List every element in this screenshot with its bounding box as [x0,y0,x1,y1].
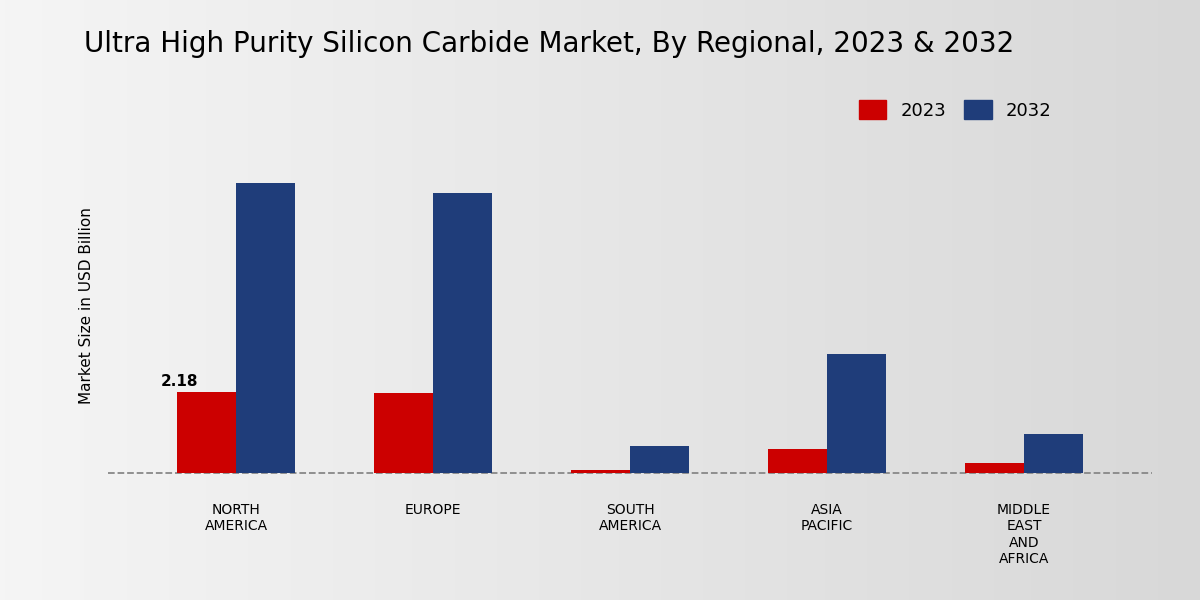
Bar [630,445,689,473]
Legend: 2023, 2032: 2023, 2032 [852,93,1058,127]
Text: 2.18: 2.18 [161,374,199,389]
Y-axis label: Market Size in USD Billion: Market Size in USD Billion [79,208,94,404]
Bar [236,183,295,473]
Bar [433,193,492,473]
Text: Ultra High Purity Silicon Carbide Market, By Regional, 2023 & 2032: Ultra High Purity Silicon Carbide Market… [84,30,1014,58]
Bar [1024,434,1084,473]
Bar [374,394,433,473]
Bar [768,449,827,473]
Bar [827,355,886,473]
Bar [571,470,630,473]
Bar [176,392,236,473]
Bar [965,463,1024,473]
